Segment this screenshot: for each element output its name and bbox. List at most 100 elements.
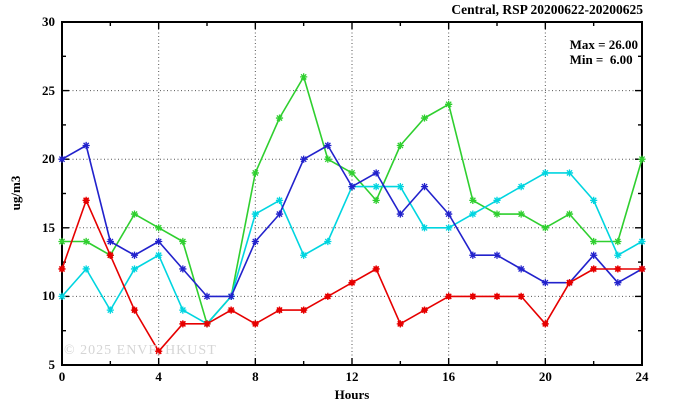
- x-tick-label: 12: [345, 369, 359, 384]
- series-cyan-marker: [275, 196, 284, 204]
- series-red-marker: [396, 320, 404, 328]
- series-red-marker: [493, 292, 501, 300]
- series-red-marker: [638, 265, 646, 273]
- series-cyan-marker: [155, 251, 163, 259]
- series-green-marker: [58, 237, 66, 246]
- series-red-marker: [130, 306, 139, 314]
- series-green-marker: [565, 210, 574, 218]
- series-red-marker: [541, 320, 549, 328]
- series-green-marker: [541, 224, 549, 232]
- series-green-marker: [155, 224, 163, 232]
- series-cyan-marker: [58, 292, 66, 300]
- series-blue-marker: [445, 210, 453, 218]
- series-green-marker: [251, 169, 259, 177]
- series-blue-marker: [227, 292, 235, 300]
- legend-max-value: Max = 26.00: [569, 37, 638, 52]
- series-red-marker: [275, 306, 284, 314]
- series-red-marker: [565, 279, 574, 287]
- series-green-marker: [348, 169, 356, 177]
- series-cyan-marker: [614, 251, 622, 259]
- series-blue-marker: [348, 183, 356, 191]
- series-red-marker: [420, 306, 429, 314]
- series-green-marker: [517, 210, 525, 218]
- y-tick-label: 20: [42, 151, 55, 167]
- series-red-marker: [106, 251, 114, 259]
- legend-min-value: Min = 6.00: [569, 52, 633, 67]
- series-green-marker: [614, 237, 622, 246]
- y-tick-label: 15: [42, 219, 55, 235]
- series-blue-marker: [203, 292, 211, 300]
- series-green-marker: [324, 155, 332, 163]
- series-green-marker: [372, 196, 380, 204]
- series-cyan-marker: [638, 237, 646, 246]
- series-green-marker: [130, 210, 139, 218]
- series-green-marker: [638, 155, 646, 163]
- series-blue-marker: [300, 155, 308, 163]
- series-green-marker: [469, 196, 477, 204]
- series-green-marker: [82, 237, 90, 246]
- x-tick-label: 16: [442, 369, 456, 384]
- y-tick-label: 30: [42, 14, 55, 29]
- series-green-marker: [445, 100, 453, 108]
- legend-box: Max = 26.00 Min = 6.00: [570, 37, 638, 67]
- series-blue-marker: [372, 169, 380, 177]
- x-axis-label: Hours: [334, 387, 370, 402]
- series-red-marker: [614, 265, 622, 273]
- series-blue-marker: [58, 155, 66, 163]
- series-red-marker: [203, 320, 211, 328]
- series-cyan-marker: [179, 306, 187, 314]
- series-blue-marker: [420, 183, 429, 191]
- series-red-marker: [227, 306, 235, 314]
- y-tick-label: 5: [48, 357, 56, 372]
- series-red-marker: [179, 320, 187, 328]
- series-red-marker: [590, 265, 598, 273]
- series-red-marker: [155, 347, 163, 355]
- series-green-marker: [396, 141, 404, 150]
- x-tick-label: 4: [155, 369, 162, 384]
- series-blue-marker: [155, 237, 163, 246]
- series-cyan-marker: [590, 196, 598, 204]
- series-red-marker: [517, 292, 525, 300]
- series-blue-marker: [275, 210, 284, 218]
- series-blue-marker: [493, 251, 501, 259]
- series-blue-marker: [130, 251, 139, 259]
- series-cyan-marker: [130, 265, 139, 273]
- series-cyan-marker: [251, 210, 259, 218]
- series-blue-marker: [106, 237, 114, 246]
- series-red-marker: [445, 292, 453, 300]
- series-cyan-marker: [517, 183, 525, 191]
- x-tick-label: 0: [58, 369, 66, 384]
- series-blue-marker: [179, 265, 187, 273]
- y-tick-label: 10: [42, 288, 55, 304]
- series-cyan-line: [61, 172, 643, 325]
- series-cyan-marker: [324, 237, 332, 246]
- series-blue-marker: [396, 210, 404, 218]
- series-cyan-marker: [300, 251, 308, 259]
- series-blue-marker: [541, 279, 549, 287]
- series-red-marker: [82, 196, 90, 204]
- series-green-marker: [179, 237, 187, 246]
- chart-title: Central, RSP 20200622-20200625: [451, 2, 643, 17]
- series-red-marker: [251, 320, 259, 328]
- series-green-marker: [300, 73, 308, 81]
- series-cyan-marker: [372, 183, 380, 191]
- x-tick-label: 20: [538, 369, 552, 384]
- series-blue-marker: [82, 141, 90, 150]
- x-tick-label: 8: [252, 369, 259, 384]
- series-red-marker: [58, 265, 66, 273]
- series-blue-marker: [251, 237, 259, 246]
- series-blue-marker: [324, 141, 332, 150]
- series-red-marker: [324, 292, 332, 300]
- series-green-marker: [493, 210, 501, 218]
- series-blue-marker: [614, 279, 622, 287]
- watermark: © 2025 ENVF, HKUST: [64, 343, 217, 358]
- series-cyan-marker: [106, 306, 114, 314]
- series-blue-marker: [469, 251, 477, 259]
- series-green-marker: [590, 237, 598, 246]
- series-green-marker: [420, 114, 429, 122]
- series-green-marker: [275, 114, 284, 122]
- series-cyan-marker: [420, 224, 429, 232]
- series-blue-marker: [517, 265, 525, 273]
